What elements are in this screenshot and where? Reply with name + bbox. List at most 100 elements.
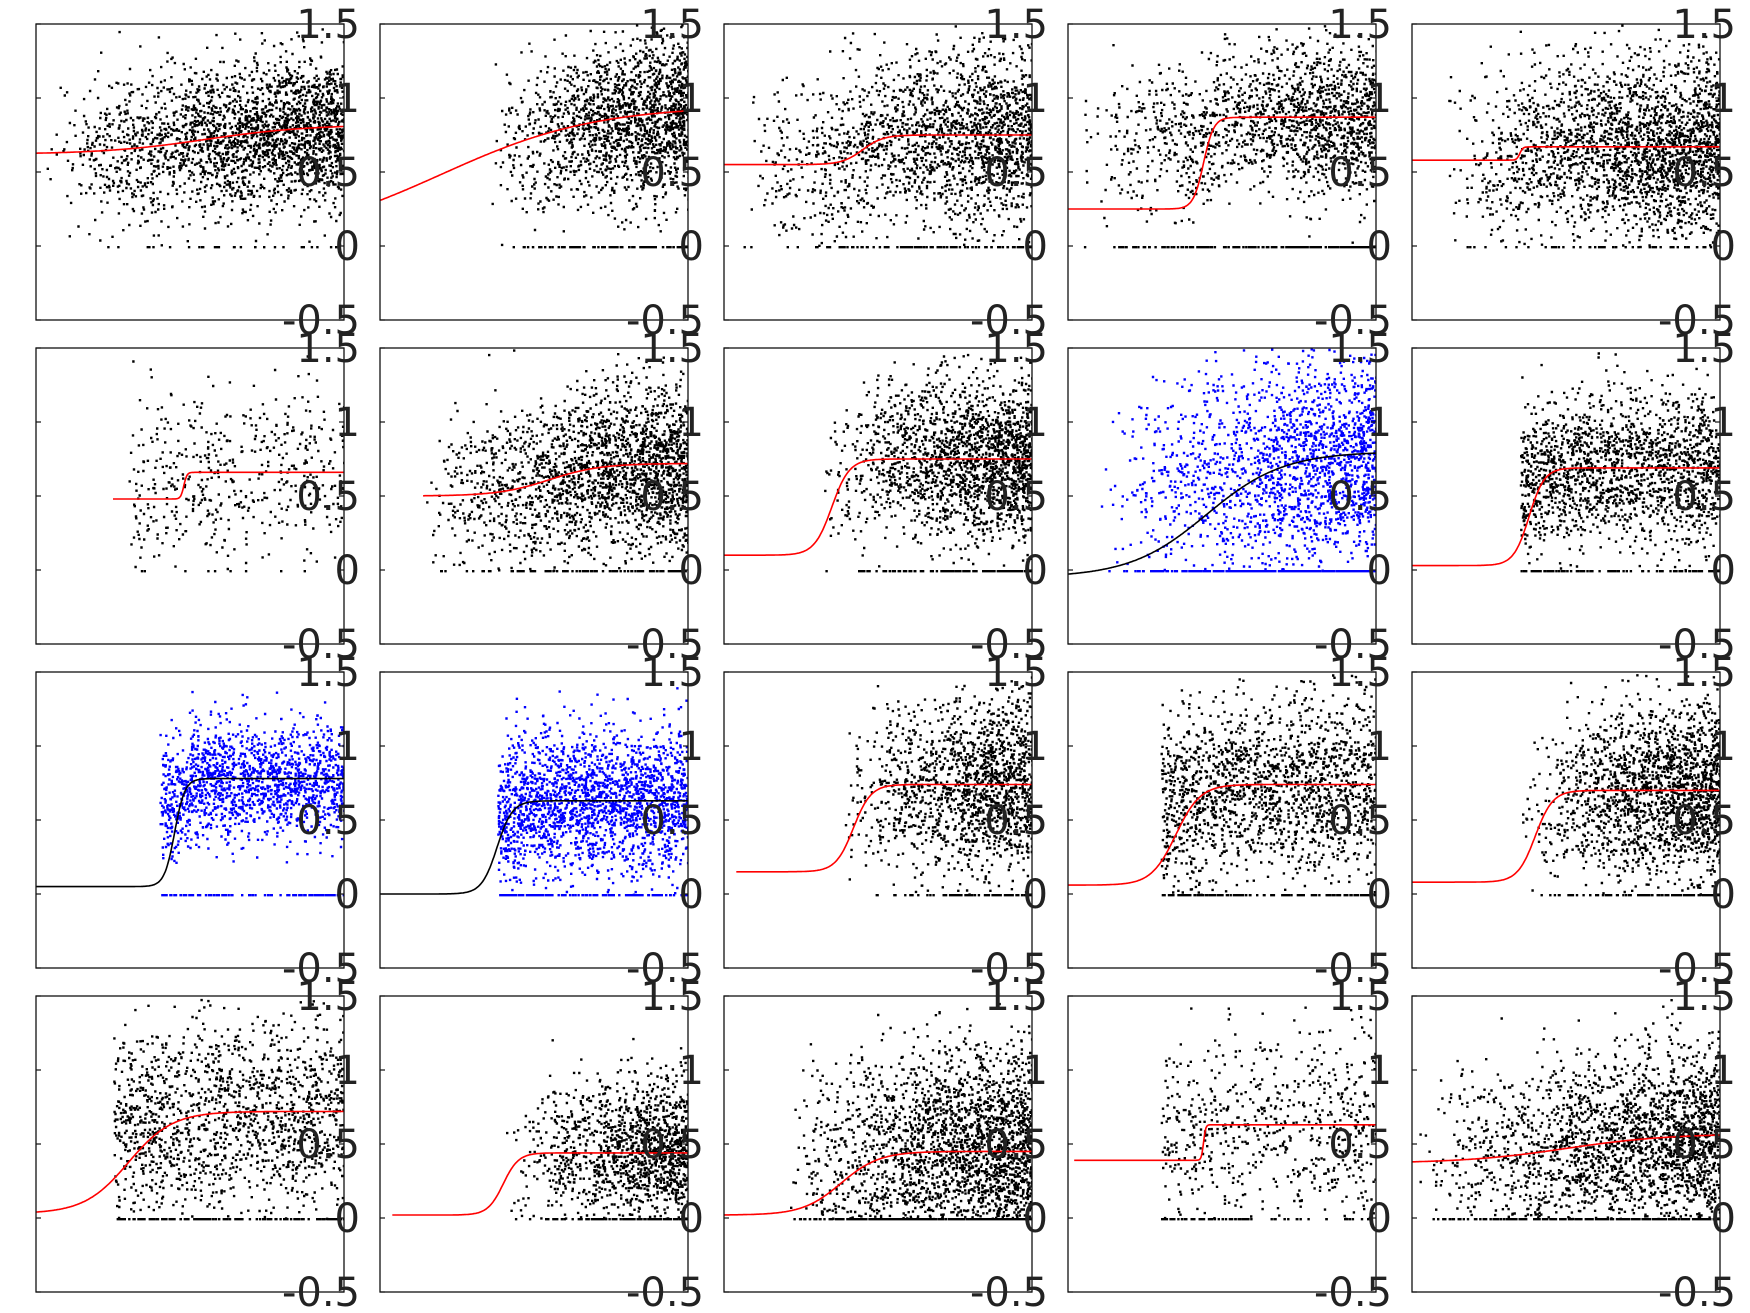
- y-tick-label: 0.5: [296, 150, 360, 196]
- y-tick-label: 0: [679, 548, 704, 594]
- y-tick-label: -0.5: [1314, 622, 1392, 668]
- panel-11: -0.5 0 0.5 1 1.5: [35, 650, 360, 992]
- y-tick-label: -0.5: [1658, 1270, 1736, 1313]
- point-cloud: [491, 24, 688, 249]
- scatter-points: [1522, 674, 1720, 897]
- y-tick-label: 1: [1367, 1048, 1392, 1094]
- point-cloud: [1160, 1006, 1376, 1221]
- fit-curve: [736, 783, 1032, 873]
- panel-16: -0.5 0 0.5 1 1.5: [35, 974, 360, 1313]
- y-tick-label: 1.5: [640, 2, 704, 48]
- y-ticks: -0.5 0 0.5 1 1.5: [724, 2, 1048, 344]
- fit-curve: [1412, 467, 1720, 567]
- y-tick-label: 0.5: [296, 474, 360, 520]
- y-tick-label: 1.5: [640, 326, 704, 372]
- y-tick-label: 0.5: [984, 150, 1048, 196]
- point-cloud: [1100, 348, 1376, 573]
- y-ticks: -0.5 0 0.5 1 1.5: [1412, 326, 1736, 668]
- point-cloud: [1519, 352, 1720, 573]
- scatter-points: [1160, 674, 1376, 897]
- y-tick-label: 0: [1711, 872, 1736, 918]
- y-tick-label: 0.5: [640, 1122, 704, 1168]
- y-tick-label: -0.5: [1658, 622, 1736, 668]
- y-ticks: -0.5 0 0.5 1 1.5: [380, 2, 704, 344]
- y-tick-label: 1: [1023, 724, 1048, 770]
- y-tick-label: 0: [335, 872, 360, 918]
- y-tick-label: -0.5: [1658, 946, 1736, 992]
- scatter-points: [426, 349, 688, 573]
- y-tick-label: 0: [335, 1196, 360, 1242]
- y-tick-label: 0: [1023, 224, 1048, 270]
- scatter-points: [1419, 999, 1720, 1221]
- fit-curve: [36, 777, 344, 888]
- y-tick-label: 1: [335, 76, 360, 122]
- y-tick-label: 0: [1367, 224, 1392, 270]
- y-tick-label: -0.5: [282, 622, 360, 668]
- fit-curve: [380, 110, 688, 202]
- panel-18: -0.5 0 0.5 1 1.5: [723, 974, 1048, 1313]
- scatter-points: [113, 998, 344, 1221]
- point-cloud: [1448, 24, 1720, 249]
- y-tick-label: 1: [1711, 1048, 1736, 1094]
- y-tick-label: 1: [679, 400, 704, 446]
- y-tick-label: 1.5: [984, 650, 1048, 696]
- y-tick-label: 1: [1711, 400, 1736, 446]
- fit-curve: [392, 1152, 688, 1216]
- y-ticks: -0.5 0 0.5 1 1.5: [724, 974, 1048, 1313]
- point-cloud: [426, 349, 688, 573]
- point-cloud: [790, 1002, 1032, 1221]
- fit-curve: [36, 125, 344, 154]
- y-tick-label: 1: [1023, 76, 1048, 122]
- y-tick-label: 1: [1367, 400, 1392, 446]
- fit-curve: [724, 458, 1032, 556]
- panel-13: -0.5 0 0.5 1 1.5: [723, 650, 1048, 992]
- y-tick-label: 0: [679, 872, 704, 918]
- y-ticks: -0.5 0 0.5 1 1.5: [1412, 2, 1736, 344]
- y-tick-label: -0.5: [626, 622, 704, 668]
- y-tick-label: 1.5: [1328, 2, 1392, 48]
- y-tick-label: 0.5: [984, 1122, 1048, 1168]
- y-tick-label: -0.5: [970, 298, 1048, 344]
- panel-7: -0.5 0 0.5 1 1.5: [379, 326, 704, 668]
- y-tick-label: 1.5: [640, 650, 704, 696]
- panel-17: -0.5 0 0.5 1 1.5: [379, 974, 704, 1313]
- y-tick-label: 0.5: [640, 150, 704, 196]
- y-tick-label: 0: [335, 548, 360, 594]
- y-tick-label: 1.5: [1672, 2, 1736, 48]
- point-cloud: [159, 690, 344, 897]
- y-tick-label: 1.5: [296, 2, 360, 48]
- y-tick-label: -0.5: [626, 946, 704, 992]
- scatter-points: [46, 28, 344, 249]
- y-ticks: -0.5 0 0.5 1 1.5: [36, 974, 360, 1313]
- y-tick-label: 1: [679, 76, 704, 122]
- y-tick-label: 1.5: [1328, 650, 1392, 696]
- y-tick-label: 0.5: [1328, 798, 1392, 844]
- panel-4: -0.5 0 0.5 1 1.5: [1067, 2, 1392, 344]
- panel-1: -0.5 0 0.5 1 1.5: [35, 2, 360, 344]
- fit-curve: [1074, 1124, 1376, 1162]
- y-tick-label: -0.5: [626, 298, 704, 344]
- y-tick-label: 1: [1367, 76, 1392, 122]
- fit-curve: [724, 1150, 1032, 1216]
- panel-9: -0.5 0 0.5 1 1.5: [1067, 326, 1392, 668]
- y-tick-label: 0.5: [640, 798, 704, 844]
- panel-19: -0.5 0 0.5 1 1.5: [1067, 974, 1392, 1313]
- y-tick-label: 0.5: [1328, 474, 1392, 520]
- y-ticks: -0.5 0 0.5 1 1.5: [1068, 326, 1392, 668]
- point-cloud: [1083, 25, 1376, 249]
- y-tick-label: 0.5: [296, 798, 360, 844]
- scatter-points: [128, 355, 344, 573]
- y-tick-label: 1: [1711, 724, 1736, 770]
- y-tick-label: 0.5: [984, 474, 1048, 520]
- y-tick-label: 0: [1023, 872, 1048, 918]
- y-tick-label: 1: [335, 1048, 360, 1094]
- panel-15: -0.5 0 0.5 1 1.5: [1411, 650, 1736, 992]
- panel-20: -0.5 0 0.5 1 1.5: [1411, 974, 1736, 1313]
- y-tick-label: 1.5: [984, 326, 1048, 372]
- y-tick-label: 0.5: [1672, 798, 1736, 844]
- y-tick-label: 0.5: [1672, 1122, 1736, 1168]
- y-tick-label: 1: [679, 724, 704, 770]
- scatter-points: [159, 690, 344, 897]
- fit-curve: [1068, 783, 1376, 886]
